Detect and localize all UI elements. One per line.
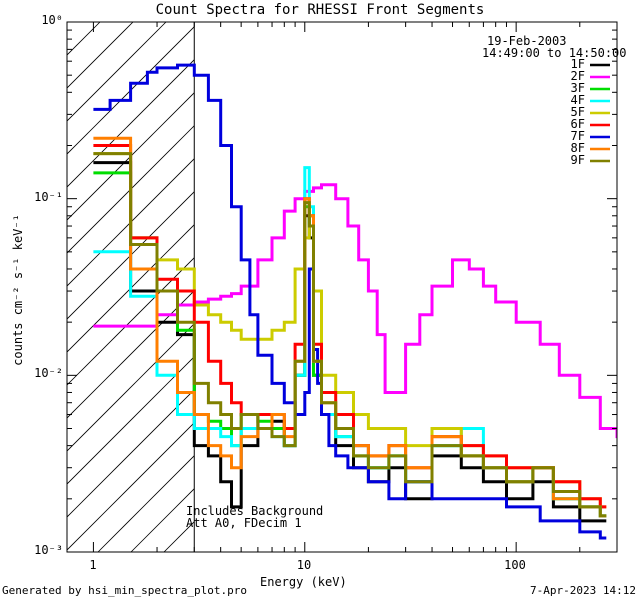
legend-label-6F: 6F bbox=[570, 117, 585, 131]
hatch-line bbox=[67, 92, 195, 221]
series-line-7F bbox=[93, 63, 607, 540]
footer-timestamp: 7-Apr-2023 14:12 bbox=[530, 584, 636, 597]
hatch-line bbox=[67, 22, 167, 122]
hatch-line bbox=[626, 22, 640, 552]
hatch-line bbox=[67, 59, 195, 188]
legend-label-2F: 2F bbox=[570, 69, 585, 83]
hatch-line bbox=[67, 356, 195, 485]
hatch-line bbox=[296, 22, 640, 552]
y-tick-label: 10⁻³ bbox=[34, 543, 63, 557]
annotation-background: Includes Background bbox=[186, 504, 324, 518]
hatch-line bbox=[97, 455, 195, 552]
x-tick-label: 100 bbox=[504, 558, 526, 572]
hatch-line bbox=[67, 389, 195, 518]
series-line-4F bbox=[93, 166, 607, 518]
x-tick-label: 1 bbox=[89, 558, 97, 572]
y-tick-label: 10⁰ bbox=[41, 13, 63, 27]
legend-label-4F: 4F bbox=[570, 93, 585, 107]
y-tick-label: 10⁻² bbox=[34, 366, 63, 381]
legend-label-8F: 8F bbox=[570, 141, 585, 155]
x-axis-label: Energy (keV) bbox=[260, 575, 347, 589]
plot-frame bbox=[66, 21, 618, 553]
series-line-3F bbox=[93, 171, 607, 518]
hatch-line bbox=[67, 257, 195, 386]
series-line-6F bbox=[93, 144, 607, 509]
chart-title: Count Spectra for RHESSI Front Segments bbox=[155, 2, 485, 18]
hatch-line bbox=[67, 422, 195, 551]
hatch-line bbox=[67, 191, 195, 320]
hatch-line bbox=[494, 22, 640, 552]
series-line-8F bbox=[93, 136, 607, 518]
legend-label-7F: 7F bbox=[570, 129, 585, 143]
legend-label-5F: 5F bbox=[570, 105, 585, 119]
annotation-attenuator: Att A0, FDecim 1 bbox=[186, 516, 302, 530]
hatch-line bbox=[67, 290, 195, 419]
x-tick-label: 10 bbox=[296, 558, 312, 572]
legend-label-3F: 3F bbox=[570, 81, 585, 95]
legend-label-1F: 1F bbox=[570, 57, 585, 71]
footer-generated-by: Generated by hsi_min_spectra_plot.pro bbox=[2, 584, 248, 597]
series-line-9F bbox=[93, 152, 607, 518]
hatch-line bbox=[67, 224, 195, 353]
series-line-2F bbox=[93, 183, 617, 439]
y-axis-label: counts cm⁻² s⁻¹ keV⁻¹ bbox=[11, 214, 25, 366]
series-line-5F bbox=[93, 152, 607, 509]
hatched-region bbox=[67, 22, 640, 552]
y-tick-label: 10⁻¹ bbox=[34, 189, 63, 204]
date-label: 19-Feb-2003 bbox=[487, 34, 567, 48]
hatch-line bbox=[163, 521, 195, 552]
legend-label-9F: 9F bbox=[570, 153, 585, 167]
time-range-label: 14:49:00 to 14:50:00 bbox=[482, 46, 627, 60]
